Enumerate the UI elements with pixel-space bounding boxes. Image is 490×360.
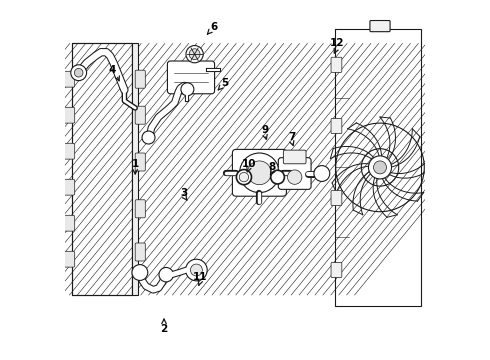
Bar xyxy=(335,29,421,306)
Circle shape xyxy=(314,166,330,181)
Text: 2: 2 xyxy=(160,324,168,334)
FancyBboxPatch shape xyxy=(278,158,311,189)
Circle shape xyxy=(181,83,194,96)
FancyBboxPatch shape xyxy=(135,70,145,88)
Text: 10: 10 xyxy=(242,159,256,169)
Text: 4: 4 xyxy=(108,65,116,75)
Circle shape xyxy=(236,170,251,185)
Circle shape xyxy=(373,161,387,174)
Circle shape xyxy=(240,153,279,193)
Circle shape xyxy=(74,68,83,77)
Bar xyxy=(132,43,138,295)
FancyBboxPatch shape xyxy=(62,179,74,195)
FancyBboxPatch shape xyxy=(62,215,74,231)
Circle shape xyxy=(186,259,207,281)
Circle shape xyxy=(288,170,302,184)
Circle shape xyxy=(271,170,284,184)
FancyBboxPatch shape xyxy=(135,243,145,261)
Circle shape xyxy=(189,49,200,59)
Text: 7: 7 xyxy=(288,132,295,142)
Text: 1: 1 xyxy=(132,159,139,169)
FancyBboxPatch shape xyxy=(331,190,342,206)
FancyBboxPatch shape xyxy=(62,71,74,87)
FancyBboxPatch shape xyxy=(168,61,215,94)
Circle shape xyxy=(186,46,203,63)
FancyBboxPatch shape xyxy=(331,57,342,72)
Circle shape xyxy=(159,267,173,282)
Circle shape xyxy=(191,264,202,276)
Circle shape xyxy=(71,65,87,81)
Text: 11: 11 xyxy=(193,272,207,282)
Circle shape xyxy=(368,156,392,179)
Circle shape xyxy=(247,161,271,185)
Text: 12: 12 xyxy=(330,38,344,48)
Circle shape xyxy=(142,131,155,144)
FancyBboxPatch shape xyxy=(62,107,74,123)
FancyBboxPatch shape xyxy=(370,21,390,32)
Bar xyxy=(72,43,132,295)
FancyBboxPatch shape xyxy=(135,153,145,171)
FancyBboxPatch shape xyxy=(135,106,145,124)
FancyBboxPatch shape xyxy=(135,200,145,218)
FancyBboxPatch shape xyxy=(331,118,342,134)
Circle shape xyxy=(132,265,148,280)
FancyBboxPatch shape xyxy=(331,262,342,278)
FancyBboxPatch shape xyxy=(232,149,286,196)
FancyBboxPatch shape xyxy=(283,150,306,164)
Circle shape xyxy=(239,172,248,182)
Text: 3: 3 xyxy=(180,188,188,198)
FancyBboxPatch shape xyxy=(62,251,74,267)
Text: 9: 9 xyxy=(261,125,269,135)
Text: 8: 8 xyxy=(269,162,275,172)
Text: 5: 5 xyxy=(221,78,229,88)
FancyBboxPatch shape xyxy=(62,143,74,159)
Text: 6: 6 xyxy=(211,22,218,32)
Bar xyxy=(72,43,132,295)
